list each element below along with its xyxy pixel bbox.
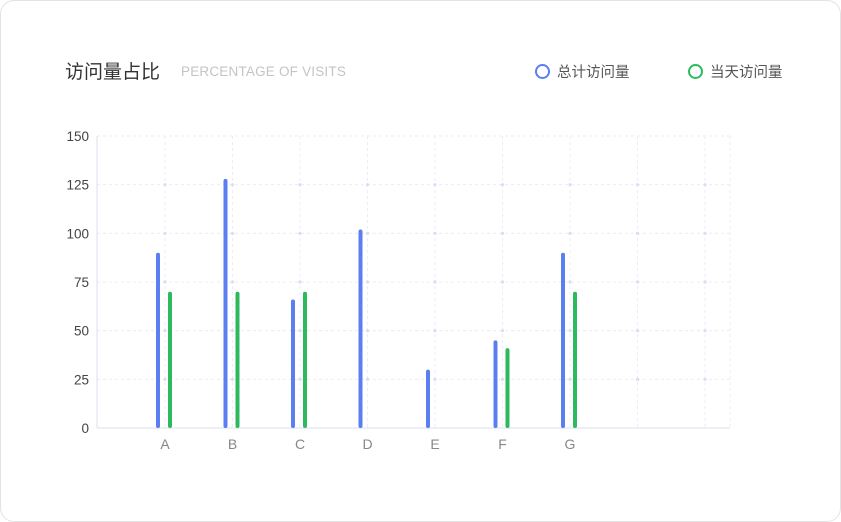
grid-dot	[433, 280, 437, 284]
legend-label-total: 总计访问量	[557, 65, 630, 81]
y-tick-label: 0	[81, 421, 89, 436]
grid-dot	[163, 377, 167, 381]
grid-dot	[568, 280, 572, 284]
grid-dot	[500, 231, 505, 235]
chart-title: 访问量占比	[65, 61, 161, 83]
bar-total	[426, 369, 430, 428]
grid-dot	[703, 377, 707, 381]
grid-dot	[635, 183, 640, 187]
grid-dot	[703, 183, 707, 187]
grid-dot	[230, 280, 235, 284]
grid-dot	[635, 377, 640, 381]
legend-item-total[interactable]: 总计访问量	[535, 61, 630, 82]
bar-total	[561, 252, 565, 428]
legend-ring-icon	[535, 64, 550, 79]
grid-dot	[365, 183, 370, 187]
grid-dot	[163, 183, 167, 187]
grid-dot	[703, 231, 707, 235]
x-tick-label: B	[228, 436, 237, 452]
y-tick-label: 25	[74, 372, 89, 387]
bar-total	[156, 252, 160, 428]
bar-total	[358, 229, 363, 428]
x-tick-label: C	[295, 436, 305, 452]
grid-dot	[298, 377, 302, 381]
grid-dot	[365, 231, 370, 235]
grid-dot	[163, 280, 167, 284]
x-tick-label: G	[565, 436, 576, 452]
legend-ring-icon	[688, 64, 703, 79]
grid-dot	[230, 183, 235, 187]
grid-dot	[433, 377, 437, 381]
grid-dot	[365, 329, 370, 333]
y-tick-label: 50	[74, 324, 89, 339]
grid-dot	[568, 231, 572, 235]
grid-dot	[298, 183, 302, 187]
bar-today	[235, 291, 240, 428]
bar-total	[223, 178, 228, 428]
legend-label-today: 当天访问量	[710, 65, 783, 81]
grid-dot	[500, 377, 505, 381]
grid-dot	[500, 280, 505, 284]
grid-dot	[433, 231, 437, 235]
grid-dot	[433, 329, 437, 333]
bar-today	[573, 291, 577, 428]
x-tick-label: F	[498, 436, 507, 452]
grid-dot	[635, 329, 640, 333]
grid-dot	[298, 231, 302, 235]
x-tick-label: E	[430, 436, 439, 452]
y-tick-label: 75	[74, 275, 89, 290]
x-tick-label: A	[160, 436, 170, 452]
x-tick-label: D	[362, 436, 372, 452]
grid-dot	[298, 280, 302, 284]
grid-dot	[230, 329, 235, 333]
grid-dot	[568, 377, 572, 381]
legend-item-today[interactable]: 当天访问量	[688, 61, 783, 82]
bar-today	[303, 291, 307, 428]
chart-subtitle: PERCENTAGE OF VISITS	[181, 64, 347, 79]
bar-total	[291, 299, 295, 428]
y-tick-label: 150	[66, 129, 89, 144]
bar-total	[493, 340, 498, 428]
y-tick-label: 100	[66, 226, 89, 241]
grid-dot	[635, 280, 640, 284]
grid-dot	[500, 183, 505, 187]
grid-dot	[703, 280, 707, 284]
grid-dot	[703, 329, 707, 333]
grid-dot	[568, 329, 572, 333]
bar-today	[505, 348, 510, 428]
grid-dot	[230, 377, 235, 381]
grid-dot	[230, 231, 235, 235]
grid-dot	[635, 231, 640, 235]
grid-dot	[433, 183, 437, 187]
grid-dot	[568, 183, 572, 187]
y-tick-label: 125	[66, 178, 89, 193]
bar-today	[168, 291, 172, 428]
grid-dot	[500, 329, 505, 333]
grid-dot	[163, 329, 167, 333]
grid-dot	[365, 377, 370, 381]
grid-dot	[298, 329, 302, 333]
grid-dot	[163, 231, 167, 235]
grid-dot	[365, 280, 370, 284]
